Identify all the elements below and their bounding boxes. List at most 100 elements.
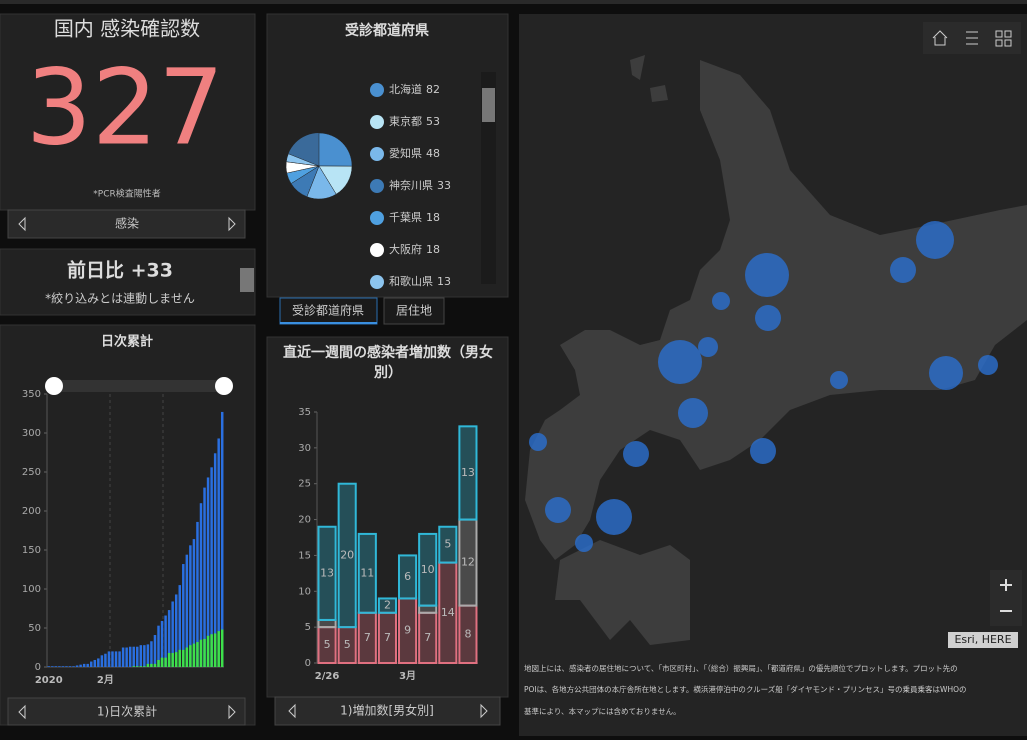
bar xyxy=(79,664,82,667)
home-button[interactable] xyxy=(932,30,948,46)
y-tick-label: 350 xyxy=(22,389,41,400)
prefecture-name: 愛知県 xyxy=(389,146,422,160)
bar xyxy=(47,666,51,667)
scrollbar[interactable] xyxy=(240,268,254,292)
bubbles xyxy=(529,221,998,552)
slider-handle[interactable] xyxy=(215,377,233,395)
bar xyxy=(111,651,114,667)
next-button[interactable] xyxy=(480,703,488,719)
bar xyxy=(418,604,438,614)
pie-slice xyxy=(318,132,353,167)
y-tick-label: 150 xyxy=(22,545,41,556)
prefecture-count: 33 xyxy=(437,179,451,192)
weekly-nav xyxy=(274,696,501,726)
bubble xyxy=(755,305,781,331)
legend-dot xyxy=(370,115,384,129)
bar xyxy=(157,625,160,667)
next-button[interactable] xyxy=(228,704,236,720)
data-label: 7 xyxy=(384,631,391,644)
data-label: 13 xyxy=(461,466,475,479)
bar xyxy=(139,666,143,667)
bar xyxy=(160,620,164,667)
bar xyxy=(125,647,128,667)
weekly-title-box: 直近一週間の感染者増加数（男女別） xyxy=(283,345,493,381)
prefecture-name: 東京都 xyxy=(389,114,422,128)
y-tick-label: 300 xyxy=(22,428,41,439)
attribution-box xyxy=(948,632,1018,648)
scroll-track xyxy=(481,72,496,284)
bar xyxy=(196,521,199,667)
bar xyxy=(132,666,135,667)
grid-button[interactable] xyxy=(995,30,1012,47)
bar xyxy=(171,652,174,667)
pie-slice xyxy=(285,153,320,167)
bar xyxy=(220,411,224,667)
legend-dot xyxy=(370,243,384,257)
legend-dot xyxy=(370,147,384,161)
x-tick-label: 3月 xyxy=(399,670,416,682)
y-tick-label: 250 xyxy=(22,467,41,478)
tab-label[interactable]: 居住地 xyxy=(396,304,432,318)
bar xyxy=(146,663,150,667)
bar xyxy=(150,663,153,667)
list-button[interactable] xyxy=(966,31,978,45)
prefecture-count: 48 xyxy=(426,147,440,160)
weekly-title: 直近一週間の感染者増加数（男女別） xyxy=(283,345,493,381)
data-label: 7 xyxy=(424,631,431,644)
bar xyxy=(93,659,97,667)
prefecture-count: 18 xyxy=(426,211,440,224)
tab[interactable] xyxy=(383,297,445,325)
diff-note: *絞り込みとは連動しません xyxy=(45,291,195,306)
bar xyxy=(213,633,217,667)
bar xyxy=(192,539,196,667)
prev-button[interactable] xyxy=(288,703,296,719)
total-nav-label: 感染 xyxy=(115,216,139,231)
bar xyxy=(104,653,107,667)
legend-dot xyxy=(370,275,384,289)
y-tick-label: 0 xyxy=(35,662,41,673)
bubble xyxy=(596,499,632,535)
bar xyxy=(203,487,206,667)
bubble xyxy=(978,355,998,375)
bar xyxy=(171,601,174,667)
range-slider[interactable] xyxy=(54,380,224,392)
bar xyxy=(377,597,397,614)
top-bar xyxy=(0,0,1027,4)
bar xyxy=(157,659,160,667)
bar xyxy=(189,545,192,667)
zoom-in[interactable] xyxy=(1000,579,1012,591)
land xyxy=(555,540,690,645)
scrollbar[interactable] xyxy=(482,88,495,122)
zoom-control xyxy=(990,570,1022,626)
data-label: 6 xyxy=(404,570,411,583)
bar xyxy=(150,641,153,667)
bar xyxy=(210,467,213,667)
bar xyxy=(164,657,167,667)
bar xyxy=(182,564,185,667)
bubble xyxy=(916,221,954,259)
bar xyxy=(68,666,72,667)
bar xyxy=(206,477,210,667)
next-button[interactable] xyxy=(228,216,236,232)
prev-button[interactable] xyxy=(18,216,26,232)
prefecture-count: 13 xyxy=(437,275,451,288)
prefecture-name: 神奈川県 xyxy=(389,178,433,192)
legend-dot xyxy=(370,179,384,193)
map-note: POIは、各地方公共団体の本庁舎所在地とします。横浜港停泊中のクルーズ船「ダイヤ… xyxy=(524,684,967,694)
prefecture-count: 82 xyxy=(426,83,440,96)
y-tick-label: 25 xyxy=(298,479,311,490)
prefecture-title: 受診都道府県 xyxy=(345,22,429,39)
bar xyxy=(153,635,157,667)
daily-nav xyxy=(7,697,246,726)
bar xyxy=(139,645,143,667)
bar xyxy=(210,634,213,667)
tab-label[interactable]: 受診都道府県 xyxy=(292,303,364,318)
tab-active[interactable] xyxy=(279,297,378,325)
total-nav xyxy=(7,209,246,239)
prev-button[interactable] xyxy=(18,704,26,720)
slider-handle[interactable] xyxy=(45,377,63,395)
bubble xyxy=(830,371,848,389)
y-tick-label: 20 xyxy=(298,515,311,526)
bubble xyxy=(529,433,547,451)
data-label: 13 xyxy=(320,566,334,579)
